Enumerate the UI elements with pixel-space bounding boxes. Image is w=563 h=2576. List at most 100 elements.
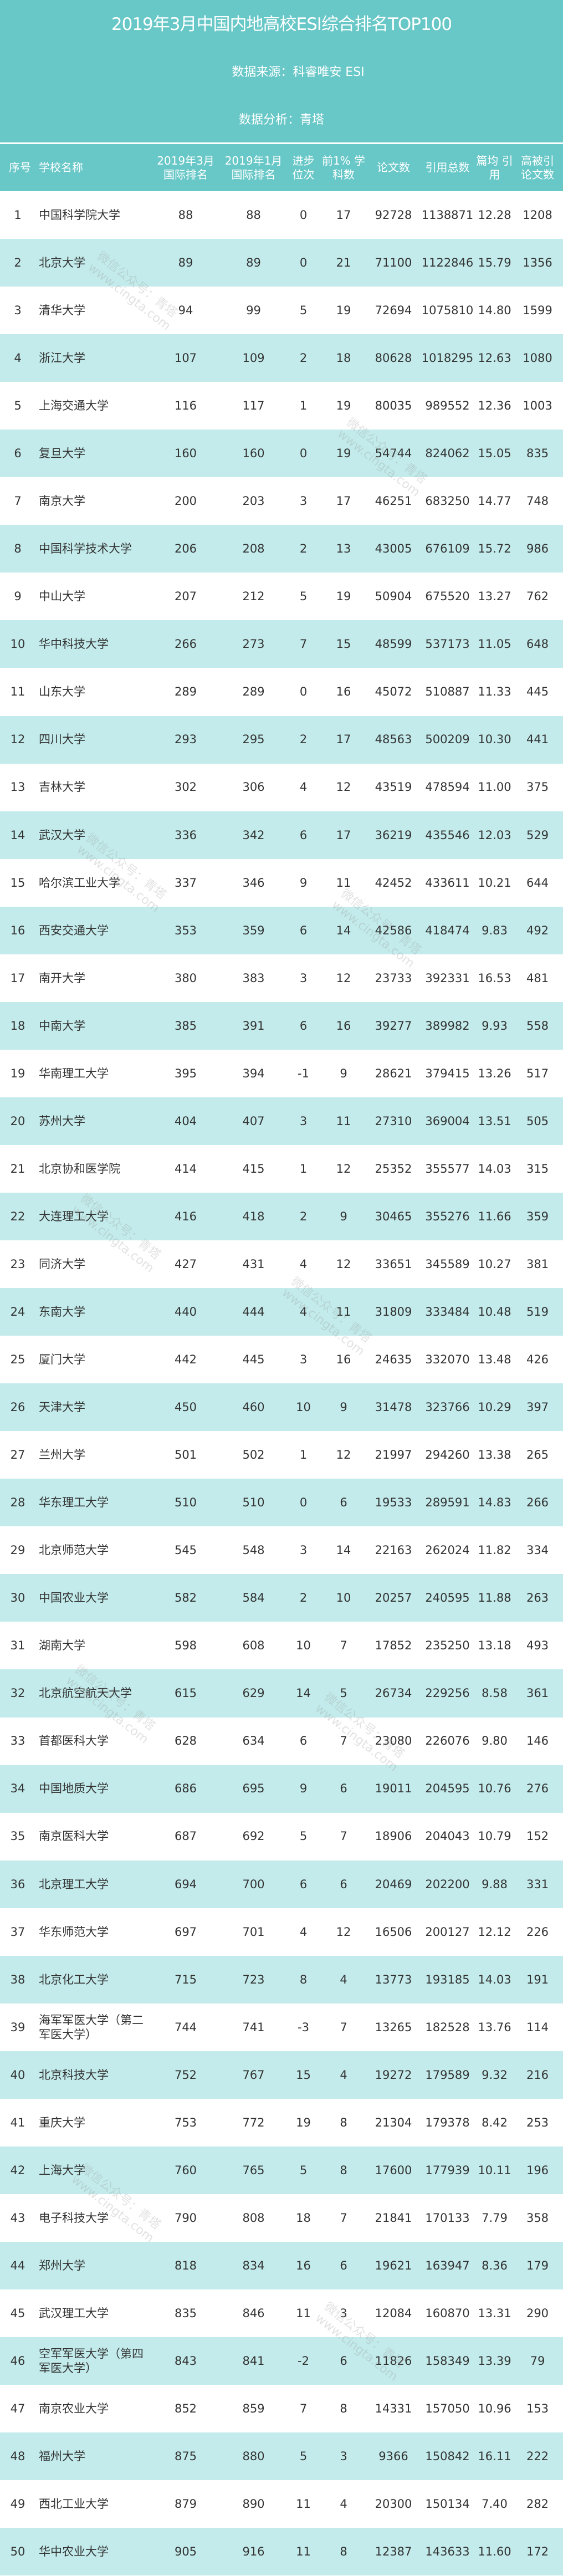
cell-rank-2019-03: 266 [174,637,197,651]
cell-school-name: 北京师范大学 [39,1543,109,1557]
column-header-cites-per-paper: 篇均 引用 [476,154,513,181]
cell-school-name: 厦门大学 [39,1353,85,1367]
cell-citations: 1138871 [421,208,474,222]
cell-cites-per-paper: 13.76 [478,2020,511,2034]
cell-rank-2019-03: 615 [174,1686,197,1700]
cell-rank-2019-01: 502 [242,1448,265,1462]
cell-highly-cited-papers: 315 [526,1162,549,1175]
table-row: 9 中山大学 207 212 5 19 50904 675520 13.27 762 [0,573,563,620]
cell-rank-2019-01: 808 [242,2211,265,2225]
cell-highly-cited-papers: 492 [526,923,549,937]
cell-highly-cited-papers: 1003 [523,399,552,413]
cell-rank-2019-03: 501 [174,1448,197,1462]
cell-seq: 28 [10,1496,25,1510]
cell-cites-per-paper: 10.29 [478,1401,511,1414]
cell-papers: 21841 [375,2211,412,2225]
cell-rank-2019-01: 383 [242,971,265,985]
cell-seq: 16 [10,923,25,937]
cell-top1-subjects: 8 [340,2163,347,2177]
cell-papers: 13773 [375,1972,412,1986]
table-row: 47 南京农业大学 852 859 7 8 14331 157050 10.96 153 [0,2385,563,2432]
cell-top1-subjects: 3 [340,2450,347,2463]
cell-seq: 8 [14,542,22,556]
cell-rank-2019-03: 107 [174,351,197,365]
cell-top1-subjects: 16 [336,1353,351,1367]
cell-top1-subjects: 17 [336,208,351,222]
cell-seq: 10 [10,637,25,651]
cell-citations: 158349 [425,2354,470,2368]
cell-rank-2019-03: 442 [174,1353,197,1367]
cell-school-name: 上海交通大学 [39,399,109,413]
cell-citations: 182528 [425,2020,470,2034]
cell-top1-subjects: 16 [336,685,351,699]
cell-rank-2019-01: 692 [242,1829,265,1843]
cell-highly-cited-papers: 196 [526,2163,549,2177]
cell-citations: 150842 [425,2450,470,2463]
cell-highly-cited-papers: 266 [526,1496,549,1510]
cell-cites-per-paper: 9.88 [482,1877,508,1891]
cell-highly-cited-papers: 152 [526,1829,549,1843]
title-band: 2019年3月中国内地高校ESI综合排名TOP100 数据来源：科睿唯安 ESI… [0,0,563,142]
cell-citations: 179378 [425,2115,470,2129]
cell-papers: 48563 [375,733,412,747]
cell-rank-2019-01: 916 [242,2545,265,2559]
cell-rank-2019-01: 273 [242,637,265,651]
cell-rank-2019-01: 346 [242,876,265,890]
table-row: 23 同济大学 427 431 4 12 33651 345589 10.27 381 [0,1240,563,1288]
cell-seq: 31 [10,1639,25,1653]
table-row: 17 南开大学 380 383 3 12 23733 392331 16.53 481 [0,954,563,1002]
cell-citations: 200127 [425,1925,470,1939]
cell-rank-change: 0 [299,447,308,461]
cell-top1-subjects: 11 [336,876,351,890]
cell-top1-subjects: 4 [340,2068,347,2082]
cell-highly-cited-papers: 644 [526,876,549,890]
cell-highly-cited-papers: 361 [526,1686,549,1700]
cell-school-name: 北京理工大学 [39,1877,109,1891]
column-header-top1-subjects: 前1% 学科数 [321,154,366,181]
cell-citations: 500209 [425,733,470,747]
cell-citations: 345589 [425,1257,470,1271]
cell-papers: 23733 [375,971,412,985]
cell-rank-2019-01: 767 [242,2068,265,2082]
cell-papers: 42586 [375,923,412,937]
table-row: 37 华东师范大学 697 701 4 12 16506 200127 12.12 226 [0,1908,563,1956]
cell-cites-per-paper: 10.21 [478,876,511,890]
cell-highly-cited-papers: 1208 [523,208,552,222]
cell-papers: 31478 [375,1401,412,1414]
table-row: 36 北京理工大学 694 700 6 6 20469 202200 9.88 331 [0,1860,563,1908]
cell-citations: 240595 [425,1591,470,1605]
cell-cites-per-paper: 14.03 [478,1162,511,1175]
cell-rank-2019-03: 207 [174,590,197,604]
cell-top1-subjects: 13 [336,542,351,556]
cell-rank-2019-01: 391 [242,1019,265,1033]
cell-citations: 369004 [425,1114,470,1128]
cell-papers: 13265 [375,2020,412,2034]
cell-citations: 675520 [425,590,470,604]
cell-seq: 24 [10,1305,25,1318]
cell-cites-per-paper: 12.12 [478,1925,511,1939]
cell-citations: 332070 [425,1353,470,1367]
cell-seq: 7 [14,494,22,508]
cell-top1-subjects: 8 [340,2115,347,2129]
cell-rank-2019-01: 634 [242,1734,265,1748]
table-row: 11 山东大学 289 289 0 16 45072 510887 11.33 445 [0,668,563,715]
cell-seq: 12 [10,733,25,747]
table-row: 38 北京化工大学 715 723 8 4 13773 193185 14.03 191 [0,1955,563,2003]
cell-seq: 32 [10,1686,25,1700]
cell-top1-subjects: 12 [336,1257,351,1271]
cell-papers: 19272 [375,2068,412,2082]
cell-cites-per-paper: 13.18 [478,1639,511,1653]
cell-top1-subjects: 11 [336,1305,351,1318]
cell-highly-cited-papers: 334 [526,1543,549,1557]
cell-top1-subjects: 17 [336,494,351,508]
cell-rank-change: 4 [299,1305,308,1318]
table-row: 15 哈尔滨工业大学 337 346 9 11 42452 433611 10.21 644 [0,859,563,907]
cell-cites-per-paper: 8.58 [482,1686,508,1700]
cell-papers: 26734 [375,1686,412,1700]
table-row: 25 厦门大学 442 445 3 16 24635 332070 13.48 426 [0,1336,563,1383]
cell-cites-per-paper: 15.72 [478,542,511,556]
cell-rank-2019-01: 841 [242,2354,265,2368]
cell-citations: 202200 [425,1877,470,1891]
cell-rank-change: -1 [298,1066,309,1080]
cell-seq: 25 [10,1353,25,1367]
